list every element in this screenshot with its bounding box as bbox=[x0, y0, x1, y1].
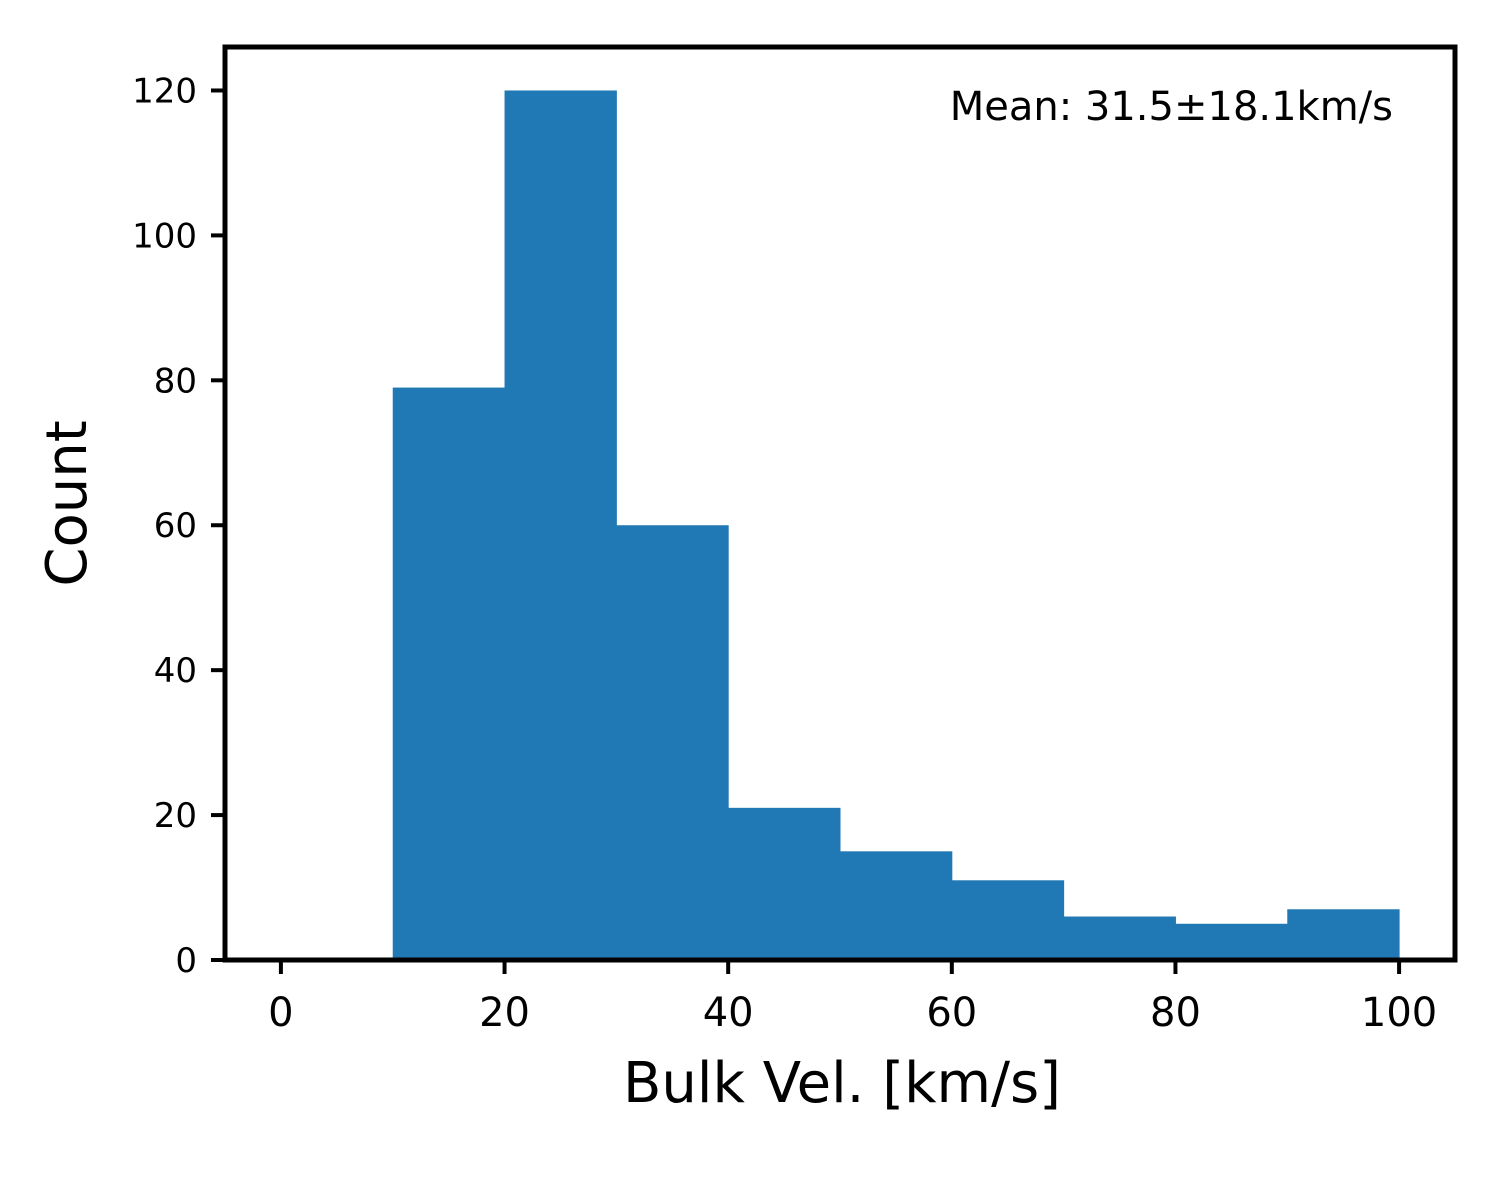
histogram-bar bbox=[951, 880, 1065, 960]
x-tick-label: 40 bbox=[703, 990, 754, 1036]
mean-annotation: Mean: 31.5±18.1km/s bbox=[950, 84, 1393, 130]
x-axis-title: Bulk Vel. [km/s] bbox=[623, 1051, 1061, 1116]
histogram-bar bbox=[728, 807, 841, 960]
histogram-bar bbox=[504, 90, 617, 960]
x-tick-label: 80 bbox=[1150, 990, 1201, 1036]
y-tick-label: 60 bbox=[154, 506, 197, 546]
y-tick-label: 80 bbox=[154, 361, 197, 401]
y-axis-ticks: 0 20 40 60 80 100 120 bbox=[132, 71, 225, 981]
histogram-bar bbox=[392, 387, 506, 961]
y-tick-label: 20 bbox=[154, 796, 197, 836]
x-tick-label: 0 bbox=[268, 990, 293, 1036]
x-tick-label: 100 bbox=[1361, 990, 1437, 1036]
histogram-bar bbox=[1063, 916, 1176, 960]
x-axis-ticks: 0 20 40 60 80 100 bbox=[268, 960, 1437, 1036]
histogram-bar bbox=[1175, 923, 1288, 960]
y-axis-title: Count bbox=[35, 420, 100, 586]
y-tick-label: 120 bbox=[132, 71, 197, 111]
histogram-bar bbox=[616, 525, 729, 960]
x-tick-label: 20 bbox=[479, 990, 530, 1036]
histogram-bar bbox=[840, 851, 953, 960]
x-tick-label: 60 bbox=[926, 990, 977, 1036]
histogram-bar bbox=[1287, 909, 1400, 960]
y-tick-label: 100 bbox=[132, 216, 197, 256]
y-tick-label: 40 bbox=[154, 651, 197, 691]
y-tick-label: 0 bbox=[175, 941, 197, 981]
histogram-bars bbox=[392, 90, 1400, 961]
plot-frame bbox=[222, 44, 1458, 963]
